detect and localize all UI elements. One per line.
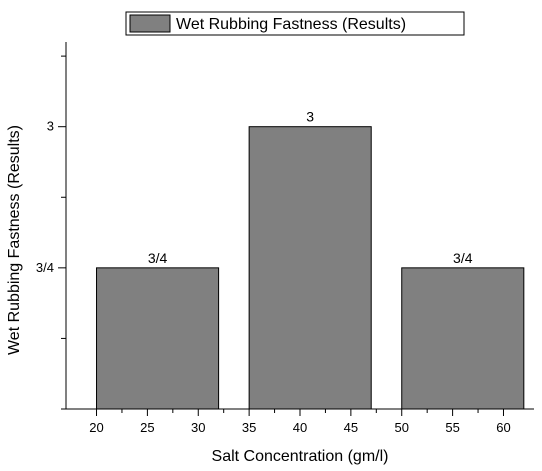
legend: Wet Rubbing Fastness (Results) (125, 11, 465, 36)
legend-swatch (129, 14, 171, 33)
x-tick-label-2: 25 (140, 420, 154, 435)
y-tick-label-2: 3 (47, 119, 54, 134)
x-tick-label-6: 45 (344, 420, 358, 435)
y-tick-label-1: 3/4 (36, 260, 54, 275)
bars-layer (96, 126, 525, 410)
bar-2-value-label: 3 (306, 109, 314, 125)
bar-1 (96, 267, 220, 410)
x-tick-label-9: 60 (496, 420, 510, 435)
legend-box (125, 11, 465, 36)
x-axis-title: Salt Concentration (gm/l) (212, 448, 389, 465)
x-tick-label-5: 40 (293, 420, 307, 435)
x-ticks-layer: 20 25 30 35 40 45 50 55 60 (89, 409, 511, 435)
bar-3-value-label: 3/4 (453, 250, 473, 266)
y-ticks-layer: 3/4 3 (36, 55, 66, 410)
x-tick-label-4: 35 (242, 420, 256, 435)
y-axis-title: Wet Rubbing Fastness (Results) (6, 125, 23, 355)
x-tick-label-7: 50 (395, 420, 409, 435)
bar-1-value-label: 3/4 (148, 250, 168, 266)
legend-label: Wet Rubbing Fastness (Results) (176, 16, 406, 33)
x-tick-label-1: 20 (89, 420, 103, 435)
data-labels-layer: 3/4 3 3/4 (148, 109, 473, 266)
bar-2 (248, 126, 372, 410)
x-tick-label-8: 55 (445, 420, 459, 435)
bar-3 (401, 267, 525, 410)
x-tick-label-3: 30 (191, 420, 205, 435)
